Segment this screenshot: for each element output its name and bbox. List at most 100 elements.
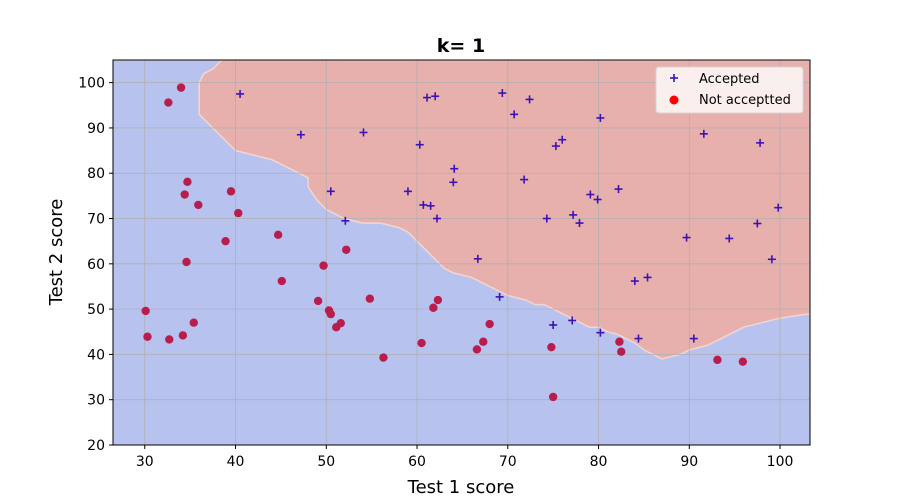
not-accepted-point bbox=[143, 332, 152, 341]
chart-title: k= 1 bbox=[437, 35, 485, 57]
y-tick-label: 30 bbox=[87, 393, 105, 409]
not-accepted-point bbox=[342, 245, 351, 254]
not-accepted-point bbox=[277, 276, 287, 286]
plot-frame bbox=[112, 59, 811, 446]
not-accepted-point bbox=[713, 355, 722, 365]
x-tick-label: 40 bbox=[227, 454, 245, 470]
accepted-point bbox=[449, 178, 458, 187]
accepted-point bbox=[551, 142, 560, 151]
accepted-point bbox=[767, 255, 776, 264]
y-tick-label: 50 bbox=[87, 302, 105, 318]
legend-not-accepted-label: Not acceptted bbox=[699, 93, 791, 108]
accepted-point bbox=[510, 110, 519, 119]
y-tick-label: 40 bbox=[87, 347, 105, 363]
accepted-point bbox=[403, 187, 412, 196]
accepted-point bbox=[542, 214, 551, 223]
accepted-point bbox=[643, 273, 652, 282]
accepted-point bbox=[558, 135, 567, 144]
not-accepted-point bbox=[194, 200, 203, 210]
x-axis-ticks: 30 40 50 60 70 80 90 100 bbox=[136, 445, 794, 470]
accepted-point bbox=[520, 175, 529, 184]
accepted-point bbox=[296, 130, 305, 139]
not-accepted-point bbox=[617, 347, 626, 356]
not-accepted-point bbox=[141, 306, 150, 316]
accepted-point bbox=[756, 138, 765, 147]
accepted-point bbox=[415, 140, 424, 149]
grid-lines bbox=[113, 60, 810, 445]
legend-box bbox=[655, 66, 804, 114]
accepted-point bbox=[525, 95, 534, 104]
accepted-point bbox=[431, 92, 440, 101]
y-tick-label: 70 bbox=[87, 212, 105, 228]
accepted-point bbox=[495, 292, 504, 301]
not-accepted-point bbox=[479, 337, 488, 346]
accepted-point bbox=[753, 219, 762, 228]
not-accepted-point bbox=[326, 309, 336, 319]
accepted-point bbox=[419, 200, 428, 209]
accepted-point bbox=[326, 187, 335, 196]
accepted-point bbox=[586, 190, 595, 199]
y-axis-label: Test 2 score bbox=[46, 199, 67, 307]
legend: Accepted Not acceptted bbox=[655, 66, 804, 114]
not-accepted-point bbox=[183, 177, 192, 187]
accepted-point bbox=[725, 234, 734, 243]
not-accepted-point bbox=[365, 294, 375, 303]
legend-not-accepted-marker bbox=[669, 95, 679, 105]
accepted-point bbox=[359, 128, 368, 137]
y-axis-ticks: 20 30 40 50 60 70 80 90 100 bbox=[78, 76, 113, 454]
legend-accepted-label: Accepted bbox=[699, 72, 760, 87]
not-accepted-point bbox=[429, 303, 438, 312]
y-tick-label: 80 bbox=[87, 166, 105, 182]
legend-not-accepted-symbol bbox=[669, 95, 679, 105]
not-accepted-point bbox=[273, 230, 283, 240]
accepted-point bbox=[682, 233, 691, 242]
not-accepted-point bbox=[313, 296, 323, 306]
not-accepted-point bbox=[182, 257, 191, 267]
accepted-point bbox=[236, 89, 245, 98]
accepted-point bbox=[473, 254, 482, 263]
accepted-point bbox=[568, 316, 577, 325]
not-accepted-point bbox=[615, 337, 624, 346]
accepted-point bbox=[450, 164, 459, 173]
not-accepted-point bbox=[226, 187, 236, 196]
accepted-point bbox=[575, 219, 584, 228]
accepted-point bbox=[596, 113, 605, 122]
accepted-point bbox=[423, 93, 432, 102]
legend-accepted-marker bbox=[670, 74, 678, 82]
not-accepted-point bbox=[738, 357, 748, 366]
accepted-point bbox=[549, 320, 558, 329]
not-accepted-point bbox=[221, 236, 230, 246]
not-accepted-point bbox=[165, 335, 174, 344]
not-accepted-point bbox=[485, 319, 494, 329]
legend-accepted-symbol bbox=[670, 74, 678, 82]
x-tick-label: 90 bbox=[680, 454, 698, 470]
y-tick-label: 90 bbox=[87, 121, 105, 137]
x-tick-label: 80 bbox=[590, 454, 608, 470]
accepted-point bbox=[630, 277, 639, 286]
y-tick-label: 20 bbox=[87, 438, 105, 454]
not-accepted-point bbox=[189, 318, 198, 327]
x-tick-label: 60 bbox=[408, 454, 426, 470]
not-accepted-point bbox=[176, 83, 186, 92]
accepted-point bbox=[634, 334, 643, 343]
accepted-point bbox=[569, 210, 578, 219]
not-accepted-point bbox=[164, 98, 173, 107]
accepted-point bbox=[614, 185, 623, 194]
not-accepted-point bbox=[336, 318, 345, 328]
not-accepted-point bbox=[180, 190, 189, 199]
not-accepted-point bbox=[178, 331, 188, 340]
accepted-point bbox=[341, 216, 350, 225]
x-tick-label: 70 bbox=[499, 454, 517, 470]
accepted-point bbox=[596, 328, 605, 337]
not-accepted-point bbox=[547, 342, 556, 352]
accepted-point bbox=[699, 129, 708, 138]
not-accepted-point bbox=[234, 208, 243, 218]
x-tick-label: 50 bbox=[317, 454, 335, 470]
not-accepted-point bbox=[472, 345, 482, 354]
accepted-point bbox=[689, 334, 698, 343]
data-points bbox=[141, 83, 783, 402]
accepted-point bbox=[432, 214, 441, 223]
accepted-region bbox=[113, 60, 810, 360]
x-tick-label: 100 bbox=[767, 454, 794, 470]
